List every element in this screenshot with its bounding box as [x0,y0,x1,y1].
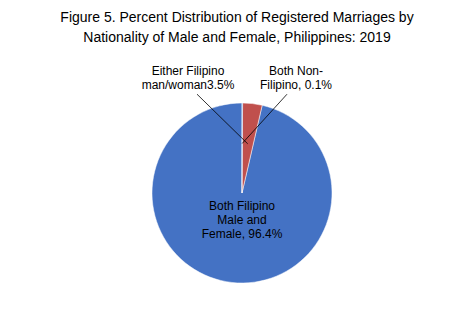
svg-text:Both FilipinoMale andFemale, 9: Both FilipinoMale andFemale, 96.4% [202,199,283,241]
svg-text:Either Filipinoman/woman3.5%: Either Filipinoman/woman3.5% [142,64,235,92]
html-text:Figure 5. Percent Distribution: Figure 5. Percent Distribution of Regist… [60,9,414,45]
svg-text:Both Non-Filipino, 0.1%: Both Non-Filipino, 0.1% [260,64,332,92]
